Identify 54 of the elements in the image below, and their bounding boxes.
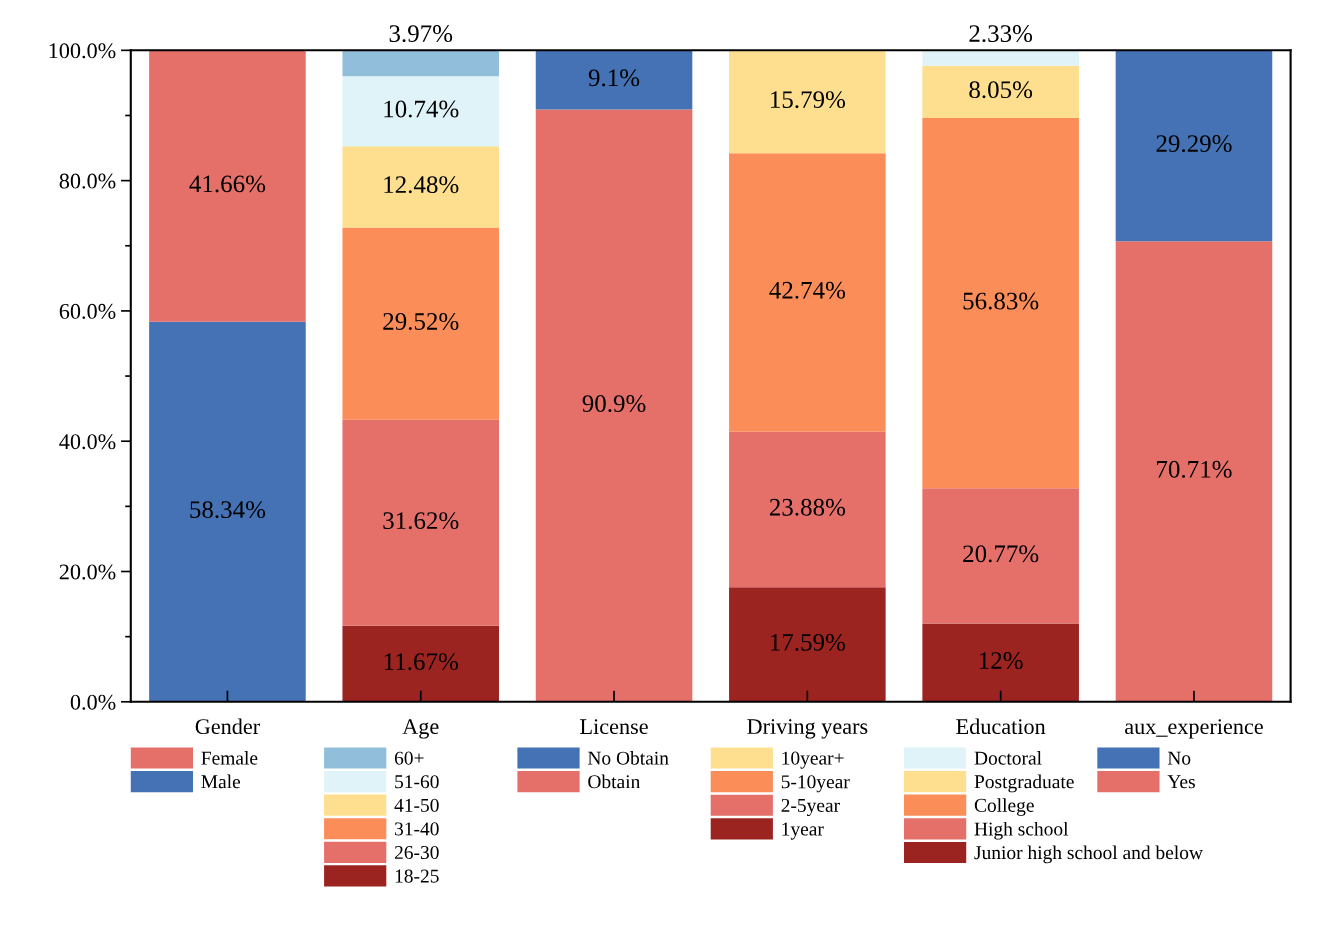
x-tick-label: Gender: [195, 718, 260, 735]
legend-label: Yes: [1167, 775, 1195, 789]
y-tick-label: 80.0%: [59, 173, 116, 189]
data-label: 70.71%: [1157, 460, 1232, 478]
legend-label: Junior high school and below: [974, 845, 1203, 864]
legend-label: 31-40: [395, 822, 439, 836]
data-label: 29.29%: [1156, 135, 1232, 153]
data-label: 42.74%: [769, 281, 846, 299]
legend-label: Postgraduate: [974, 774, 1074, 793]
legend-label: 18-25: [395, 869, 439, 883]
x-tick-label: Driving years: [747, 719, 868, 739]
legend-label: Male: [201, 774, 241, 789]
y-tick-label: 60.0%: [59, 303, 116, 319]
data-label: 15.79%: [771, 91, 846, 109]
x-tick-label: License: [580, 719, 648, 735]
legend-label: 60+: [394, 751, 424, 765]
y-tick-label: 100.0%: [49, 43, 116, 59]
legend-label: No: [1167, 751, 1191, 765]
data-label: 58.34%: [190, 501, 266, 519]
data-label: 56.83%: [963, 292, 1039, 310]
legend-label: 51-60: [395, 775, 439, 789]
data-label: 90.9%: [582, 395, 646, 413]
legend-label: 2-5year: [781, 798, 840, 816]
legend-label: 26-30: [394, 845, 439, 860]
data-label: 3.97%: [389, 25, 453, 43]
data-label: 20.77%: [963, 545, 1039, 563]
data-label: 11.67%: [384, 653, 458, 671]
legend-label: Obtain: [588, 774, 641, 789]
legend-label: 10year+: [782, 751, 844, 769]
data-label: 41.66%: [189, 175, 266, 193]
data-label: 17.59%: [771, 633, 846, 651]
legend-label: 41-50: [394, 798, 439, 812]
legend-label: Female: [201, 751, 258, 765]
y-tick-label: 40.0%: [59, 434, 116, 450]
legend-label: No Obtain: [587, 751, 669, 765]
data-label: 12.48%: [384, 176, 459, 194]
data-label: 29.52%: [383, 313, 459, 330]
data-label: 2.33%: [969, 25, 1033, 43]
x-tick-label: Education: [956, 718, 1046, 735]
data-label: 12%: [979, 652, 1023, 670]
data-label: 8.05%: [969, 81, 1033, 99]
x-tick-label: Age: [402, 719, 439, 739]
legend-label: College: [974, 798, 1034, 816]
x-tick-label: aux_experience: [1125, 719, 1263, 739]
legend-label: Doctoral: [974, 751, 1042, 765]
data-label: 10.74%: [384, 100, 459, 118]
data-label: 23.88%: [769, 498, 846, 516]
y-tick-label: 0.0%: [70, 694, 116, 710]
data-label: 9.1%: [588, 69, 640, 87]
data-label: 31.62%: [383, 512, 459, 530]
legend-label: 5-10year: [781, 775, 850, 793]
legend-label: 1year: [782, 822, 824, 840]
legend-label: High school: [974, 821, 1069, 840]
y-tick-label: 20.0%: [59, 564, 116, 580]
